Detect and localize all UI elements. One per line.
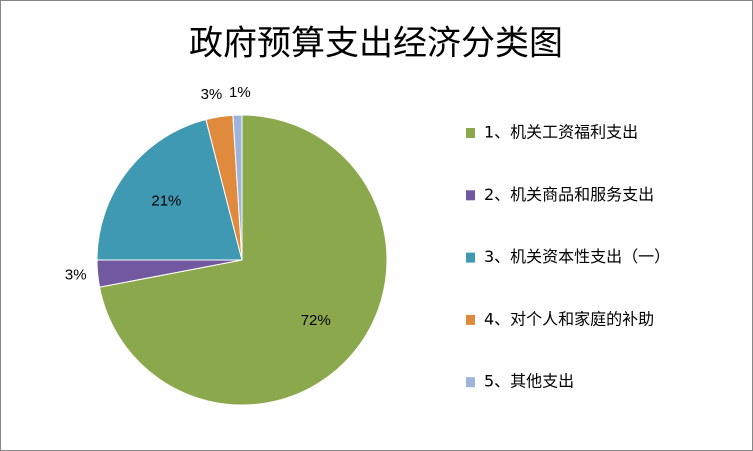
legend-label: 3、机关资本性支出（一） [484, 247, 670, 266]
legend-swatch [466, 377, 475, 388]
legend-label: 1、机关工资福利支出 [484, 123, 638, 142]
data-label: 3% [201, 86, 223, 103]
legend-label: 5、其他支出 [484, 372, 574, 391]
data-label: 1% [229, 84, 251, 101]
data-label: 3% [65, 267, 87, 284]
legend-label: 4、对个人和家庭的补助 [484, 309, 654, 328]
legend-swatch [466, 314, 475, 325]
pie-slice [98, 114, 388, 406]
pie-slice [232, 114, 243, 261]
legend-swatch [466, 128, 475, 138]
legend-label: 2、机关商品和服务支出 [484, 185, 654, 204]
legend-swatch [466, 252, 475, 263]
legend-swatch [466, 190, 475, 201]
chart-title: 政府预算支出经济分类图 [189, 24, 563, 64]
data-label: 72% [301, 312, 331, 329]
data-label: 21% [151, 192, 181, 209]
pie-slice [96, 118, 243, 261]
